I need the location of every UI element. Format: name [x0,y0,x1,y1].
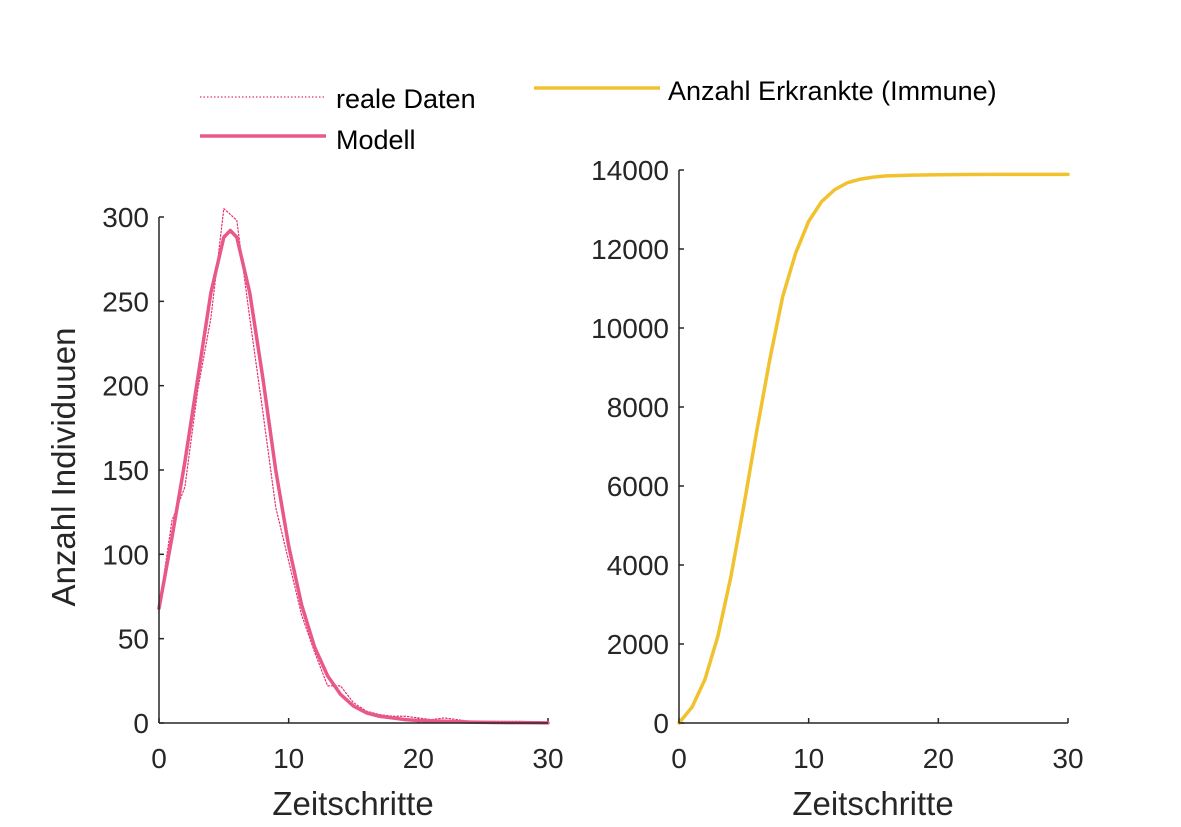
left-x-tick-label: 30 [532,743,563,774]
left-y-tick-label: 0 [133,708,149,739]
left-y-tick-label: 200 [102,371,149,402]
right-y-tick-label: 4000 [607,550,669,581]
left-y-tick-label: 50 [118,624,149,655]
left-x-axis-title: Zeitschritte [272,785,433,822]
left-legend: reale Daten Modell [200,84,476,155]
right-chart: 0 10 20 3002000400060008000100001200014000 … [591,155,1083,822]
right-y-tick-label: 2000 [607,629,669,660]
left-series-line-0 [158,207,549,724]
left-x-tick-label: 0 [151,743,167,774]
right-y-tick-label: 8000 [607,392,669,423]
right-x-tick-label: 20 [923,743,954,774]
right-legend: Anzahl Erkrankte (Immune) [534,76,997,106]
right-y-tick-label: 12000 [591,234,669,265]
legend-label-immune: Anzahl Erkrankte (Immune) [668,76,997,106]
right-y-tick-label: 0 [653,708,669,739]
right-series-line-0 [677,172,1070,725]
legend-label-real-data: reale Daten [336,84,476,114]
left-y-tick-label: 250 [102,286,149,317]
right-x-tick-label: 30 [1052,743,1083,774]
left-y-tick-label: 300 [102,202,149,233]
right-x-tick-label: 0 [671,743,687,774]
right-y-tick-label: 10000 [591,313,669,344]
right-y-tick-label: 6000 [607,471,669,502]
left-y-tick-label: 150 [102,455,149,486]
left-series-line-1 [157,228,550,725]
right-chart-ticks: 0 10 20 30 0 2000 4000 6000 8000 10000 12000 14000 [591,155,1083,774]
right-x-axis-title: Zeitschritte [792,785,953,822]
left-x-tick-label: 20 [403,743,434,774]
left-y-tick-label: 100 [102,539,149,570]
left-x-tick-label: 10 [273,743,304,774]
left-chart-series [157,207,550,725]
right-chart-series [677,172,1070,725]
left-y-axis-title: Anzahl Individuuen [45,328,82,607]
right-x-tick-label: 10 [793,743,824,774]
legend-label-model: Modell [336,125,416,155]
right-y-tick-label: 14000 [591,155,669,186]
